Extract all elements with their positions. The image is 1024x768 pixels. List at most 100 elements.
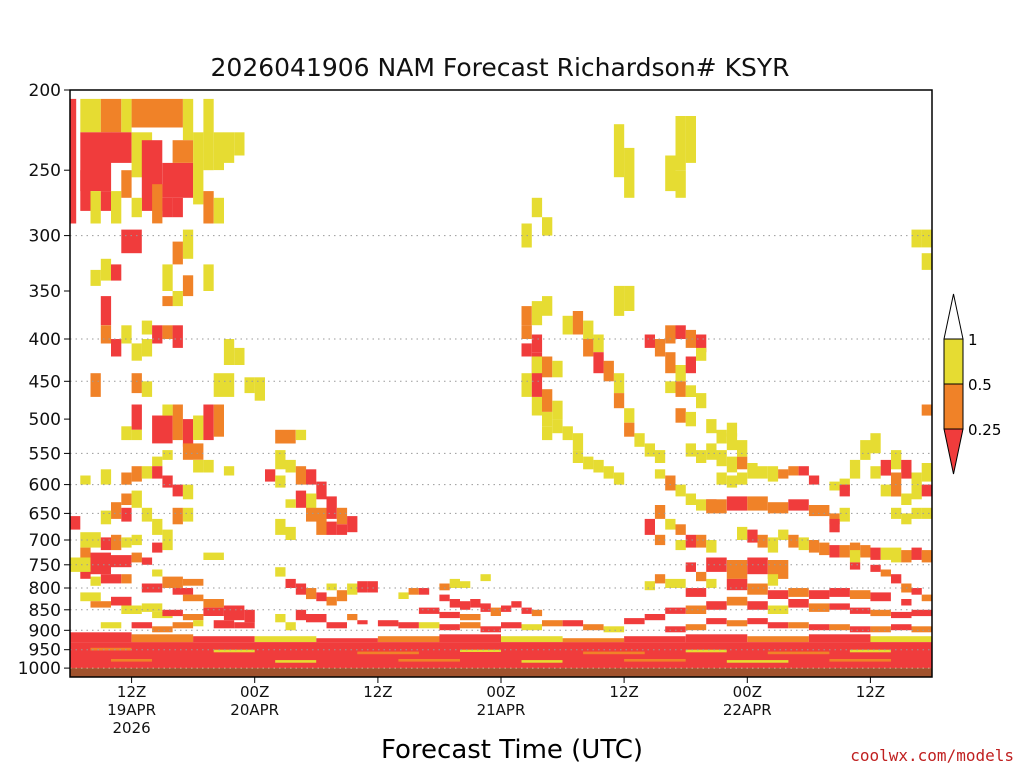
ri-cell-red — [316, 638, 378, 643]
ri-cell-red — [234, 622, 255, 629]
ri-cell-red — [829, 545, 840, 558]
ri-cell-orange — [172, 507, 183, 525]
ri-cell-yellow — [80, 532, 101, 548]
ri-cell-yellow — [726, 422, 738, 437]
ri-cell-red — [111, 264, 122, 281]
ri-cell-red — [706, 601, 727, 610]
ri-cell-orange — [203, 191, 214, 224]
ri-cell-orange — [295, 466, 307, 485]
ri-cell-red — [706, 557, 727, 572]
ri-cell-yellow — [213, 373, 235, 397]
ri-cell-red — [152, 415, 173, 444]
ri-cell-yellow — [162, 450, 173, 460]
x-tick-label: 12Z — [856, 683, 885, 701]
x-tick-label: 12Z — [609, 683, 638, 701]
ri-cell-yellow — [501, 636, 563, 642]
surface-layer — [70, 668, 932, 677]
ri-cell-red — [70, 632, 132, 643]
ri-cell-yellow — [562, 426, 573, 441]
ri-cell-yellow — [90, 191, 101, 224]
ri-cell-yellow — [542, 426, 553, 441]
ri-cell-yellow — [398, 592, 409, 599]
ri-cell-orange — [121, 574, 132, 584]
ri-cell-yellow — [665, 518, 676, 530]
ri-cell-yellow — [552, 419, 563, 434]
ri-cell-yellow — [767, 466, 779, 482]
ri-cell-yellow — [542, 217, 553, 236]
ri-cell-yellow — [531, 197, 543, 218]
ri-cell-red — [808, 624, 830, 631]
ri-cell-red — [90, 552, 111, 575]
ri-cell-red — [162, 162, 194, 198]
ri-cell-orange — [347, 614, 358, 621]
x-tick-label: 00Z — [240, 683, 269, 701]
ri-cell-yellow — [870, 466, 881, 479]
ri-cell-yellow — [603, 466, 614, 479]
ri-cell-red — [162, 475, 173, 488]
ri-cell-yellow — [90, 269, 101, 286]
ri-cell-red — [213, 620, 235, 629]
ri-cell-red — [100, 191, 112, 211]
ri-cell-orange — [521, 306, 532, 326]
ri-cell-orange — [654, 339, 666, 357]
ri-cell-yellow — [572, 450, 584, 463]
ri-cell-red — [357, 581, 368, 593]
ri-cell-yellow — [80, 475, 91, 485]
ri-cell-yellow — [767, 537, 779, 553]
ri-cell-red — [696, 334, 707, 353]
ri-cell-yellow — [131, 197, 142, 218]
ri-cell-orange — [747, 636, 809, 642]
ri-cell-orange — [808, 603, 830, 612]
ri-cell-red — [501, 622, 522, 629]
ri-cell-yellow — [100, 510, 112, 525]
ri-cell-red — [449, 599, 460, 608]
ri-cell-orange — [131, 373, 142, 394]
ri-cell-yellow — [182, 229, 194, 259]
ri-cell-yellow — [911, 507, 922, 519]
ri-cell-orange — [306, 588, 317, 600]
ri-cell-red — [357, 620, 368, 625]
ri-cell-yellow — [203, 264, 214, 291]
ri-cell-yellow — [531, 356, 543, 378]
ri-cell-orange — [583, 624, 604, 631]
ri-cell-red — [767, 622, 789, 629]
ri-cell-orange — [921, 550, 932, 563]
gridlines — [70, 235, 932, 669]
ri-cell-orange — [172, 241, 183, 265]
ri-cell-orange — [860, 545, 871, 558]
ri-cell-yellow — [716, 472, 727, 485]
ri-cell-orange — [152, 626, 173, 633]
ri-cell-yellow — [706, 578, 717, 588]
ri-cell-yellow — [644, 581, 655, 591]
ri-cell-orange — [490, 607, 501, 616]
ri-cell-orange — [306, 507, 327, 522]
ri-cell-orange — [162, 296, 173, 307]
ri-cell-orange — [275, 429, 296, 444]
ri-cell-yellow — [234, 347, 245, 365]
ri-cell-yellow — [542, 296, 553, 316]
ri-cell-red — [685, 356, 696, 374]
ri-cell-yellow — [921, 229, 932, 248]
ri-cell-yellow — [613, 285, 625, 316]
ri-cell-yellow — [531, 301, 543, 326]
ri-cell-yellow — [80, 98, 101, 133]
ri-cell-red — [808, 475, 820, 485]
legend-label: 0.5 — [968, 376, 992, 394]
ri-cell-orange — [706, 499, 727, 514]
ri-cell-yellow — [675, 170, 686, 198]
ri-cell-orange — [182, 443, 204, 460]
ri-cell-yellow — [285, 622, 296, 631]
ri-cell-orange — [90, 601, 111, 608]
ri-cell-red — [111, 132, 132, 163]
ri-cell-yellow — [880, 484, 891, 497]
ri-cell-orange — [460, 622, 481, 629]
ri-cell-orange — [665, 475, 676, 491]
ri-cell-yellow — [726, 475, 738, 488]
ri-cell-yellow — [193, 415, 204, 440]
ri-cell-red — [131, 404, 142, 430]
ri-cell-yellow — [593, 459, 604, 473]
ri-cell-yellow — [121, 426, 132, 441]
ri-cell-yellow — [665, 155, 676, 192]
y-tick-label: 750 — [29, 556, 61, 576]
ri-cell-red — [306, 614, 327, 623]
